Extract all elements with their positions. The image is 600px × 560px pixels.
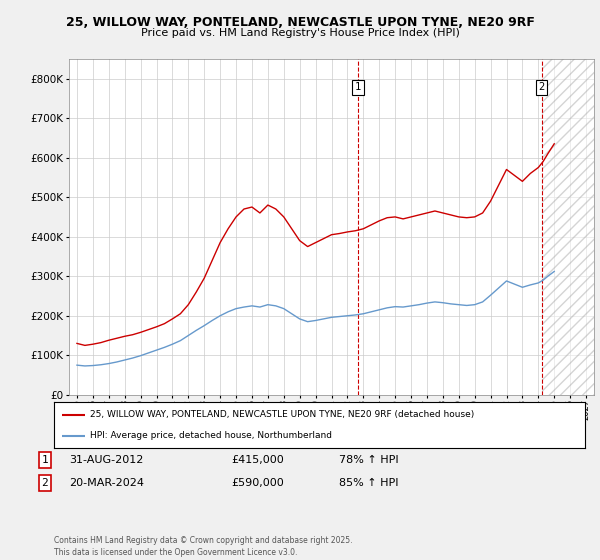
Text: £590,000: £590,000 [231,478,284,488]
Text: 2: 2 [41,478,49,488]
Text: HPI: Average price, detached house, Northumberland: HPI: Average price, detached house, Nort… [90,431,332,440]
Text: 78% ↑ HPI: 78% ↑ HPI [339,455,398,465]
Text: 25, WILLOW WAY, PONTELAND, NEWCASTLE UPON TYNE, NE20 9RF: 25, WILLOW WAY, PONTELAND, NEWCASTLE UPO… [65,16,535,29]
Text: 85% ↑ HPI: 85% ↑ HPI [339,478,398,488]
Text: Price paid vs. HM Land Registry's House Price Index (HPI): Price paid vs. HM Land Registry's House … [140,28,460,38]
Text: 31-AUG-2012: 31-AUG-2012 [69,455,143,465]
Text: 1: 1 [355,82,361,92]
Text: 2: 2 [539,82,545,92]
Text: 1: 1 [41,455,49,465]
Text: 25, WILLOW WAY, PONTELAND, NEWCASTLE UPON TYNE, NE20 9RF (detached house): 25, WILLOW WAY, PONTELAND, NEWCASTLE UPO… [90,410,475,419]
Text: 20-MAR-2024: 20-MAR-2024 [69,478,144,488]
Text: £415,000: £415,000 [231,455,284,465]
Text: Contains HM Land Registry data © Crown copyright and database right 2025.
This d: Contains HM Land Registry data © Crown c… [54,536,353,557]
